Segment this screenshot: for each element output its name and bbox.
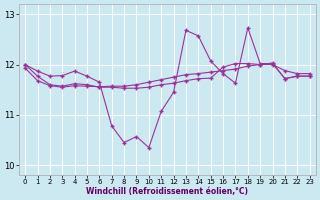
X-axis label: Windchill (Refroidissement éolien,°C): Windchill (Refroidissement éolien,°C) (86, 187, 248, 196)
